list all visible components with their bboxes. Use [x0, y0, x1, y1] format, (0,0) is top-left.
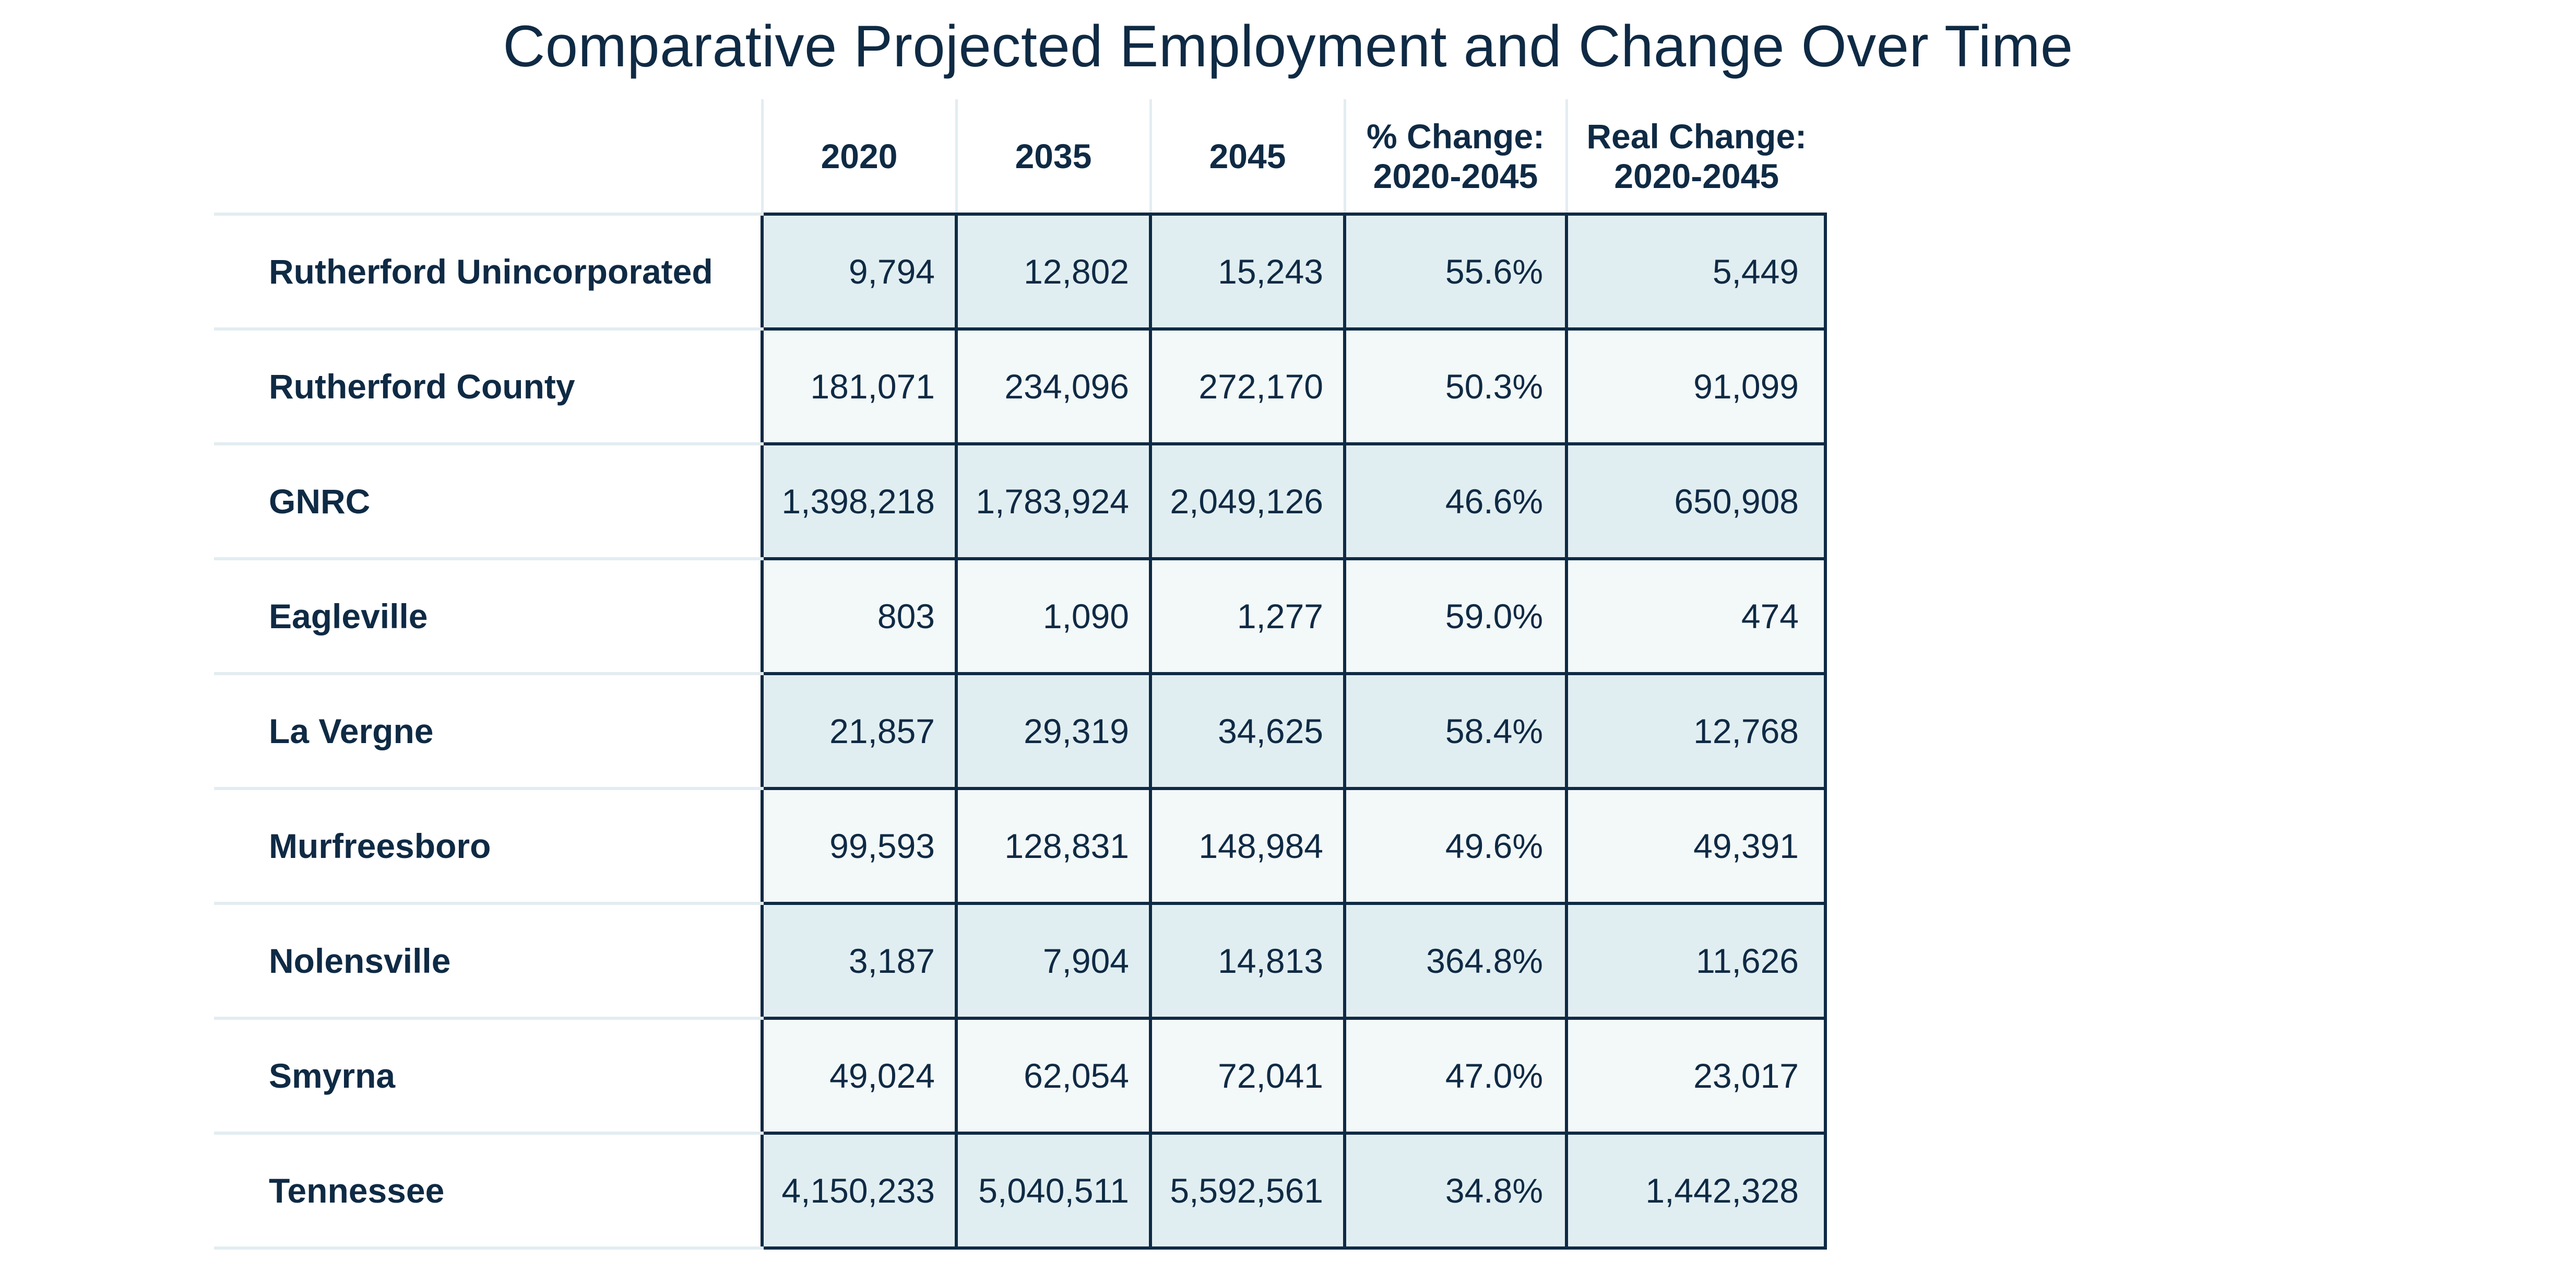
cell-pct-change: 50.3% [1343, 327, 1568, 445]
cell-2045: 272,170 [1149, 327, 1346, 445]
cell-pct-change: 58.4% [1343, 672, 1568, 790]
cell-pct-change: 47.0% [1343, 1017, 1568, 1135]
row-label: GNRC [214, 444, 762, 560]
chart-title: Comparative Projected Employment and Cha… [503, 14, 2073, 79]
table-row: Smyrna 49,024 62,054 72,041 47.0% 23,017 [214, 1017, 1827, 1135]
cell-real-change: 12,768 [1565, 672, 1827, 790]
employment-table-container: 2020 2035 2045 % Change: 2020-2045 Real … [214, 99, 1827, 1250]
cell-2035: 7,904 [955, 902, 1152, 1020]
cell-real-change: 11,626 [1565, 902, 1827, 1020]
header-pct-change-label: % Change: 2020-2045 [1366, 116, 1545, 195]
table-row: GNRC 1,398,218 1,783,924 2,049,126 46.6% 650,… [214, 442, 1827, 560]
cell-2020: 4,150,233 [761, 1132, 958, 1250]
cell-2035: 29,319 [955, 672, 1152, 790]
cell-real-change: 5,449 [1565, 213, 1827, 331]
cell-pct-change: 55.6% [1343, 213, 1568, 331]
header-row: 2020 2035 2045 % Change: 2020-2045 Real … [214, 99, 1825, 214]
cell-real-change: 1,442,328 [1565, 1132, 1827, 1250]
cell-2045: 5,592,561 [1149, 1132, 1346, 1250]
cell-2035: 1,783,924 [955, 442, 1152, 560]
header-real-change: Real Change: 2020-2045 [1566, 99, 1825, 214]
cell-2020: 3,187 [761, 902, 958, 1020]
row-label: Tennessee [214, 1133, 762, 1250]
header-2045: 2045 [1150, 99, 1346, 214]
table-row: La Vergne 21,857 29,319 34,625 58.4% 12,768 [214, 672, 1827, 790]
table-row: Murfreesboro 99,593 128,831 148,984 49.6% 49,… [214, 787, 1827, 905]
cell-2045: 148,984 [1149, 787, 1346, 905]
cell-pct-change: 34.8% [1343, 1132, 1568, 1250]
cell-2045: 14,813 [1149, 902, 1346, 1020]
header-2045-label: 2045 [1209, 136, 1286, 175]
row-label: Rutherford County [214, 329, 762, 445]
header-2035: 2035 [956, 99, 1152, 214]
cell-real-change: 23,017 [1565, 1017, 1827, 1135]
cell-2035: 128,831 [955, 787, 1152, 905]
cell-pct-change: 49.6% [1343, 787, 1568, 905]
row-label: Nolensville [214, 903, 762, 1020]
header-real-change-label: Real Change: 2020-2045 [1586, 116, 1807, 195]
table-row: Eagleville 803 1,090 1,277 59.0% 474 [214, 557, 1827, 675]
cell-2045: 2,049,126 [1149, 442, 1346, 560]
row-label: Smyrna [214, 1018, 762, 1135]
cell-2035: 5,040,511 [955, 1132, 1152, 1250]
header-2035-label: 2035 [1015, 136, 1092, 175]
cell-2020: 1,398,218 [761, 442, 958, 560]
cell-real-change: 91,099 [1565, 327, 1827, 445]
cell-2020: 803 [761, 557, 958, 675]
table-body: Rutherford Unincorporated 9,794 12,802 15,2… [214, 213, 1827, 1250]
cell-2020: 21,857 [761, 672, 958, 790]
cell-pct-change: 46.6% [1343, 442, 1568, 560]
cell-real-change: 650,908 [1565, 442, 1827, 560]
row-label: Murfreesboro [214, 789, 762, 905]
row-label: La Vergne [214, 674, 762, 790]
cell-pct-change: 364.8% [1343, 902, 1568, 1020]
header-pct-change: % Change: 2020-2045 [1345, 99, 1568, 214]
cell-2045: 72,041 [1149, 1017, 1346, 1135]
table-row: Tennessee 4,150,233 5,040,511 5,592,561 34.8… [214, 1132, 1827, 1250]
employment-table: 2020 2035 2045 % Change: 2020-2045 Real … [214, 99, 1827, 1250]
row-label: Eagleville [214, 559, 762, 675]
cell-2035: 12,802 [955, 213, 1152, 331]
row-label: Rutherford Unincorporated [214, 213, 762, 331]
header-corner [214, 99, 764, 214]
cell-2035: 62,054 [955, 1017, 1152, 1135]
table-row: Rutherford County 181,071 234,096 272,170 50… [214, 327, 1827, 445]
cell-real-change: 474 [1565, 557, 1827, 675]
cell-2020: 181,071 [761, 327, 958, 445]
table-row: Rutherford Unincorporated 9,794 12,802 15,2… [214, 213, 1827, 331]
cell-2020: 9,794 [761, 213, 958, 331]
cell-2045: 15,243 [1149, 213, 1346, 331]
header-2020: 2020 [762, 99, 958, 214]
header-2020-label: 2020 [821, 136, 898, 175]
cell-2035: 1,090 [955, 557, 1152, 675]
cell-2045: 1,277 [1149, 557, 1346, 675]
cell-2020: 99,593 [761, 787, 958, 905]
cell-2045: 34,625 [1149, 672, 1346, 790]
cell-pct-change: 59.0% [1343, 557, 1568, 675]
cell-2020: 49,024 [761, 1017, 958, 1135]
cell-real-change: 49,391 [1565, 787, 1827, 905]
table-row: Nolensville 3,187 7,904 14,813 364.8% 11,626 [214, 902, 1827, 1020]
cell-2035: 234,096 [955, 327, 1152, 445]
